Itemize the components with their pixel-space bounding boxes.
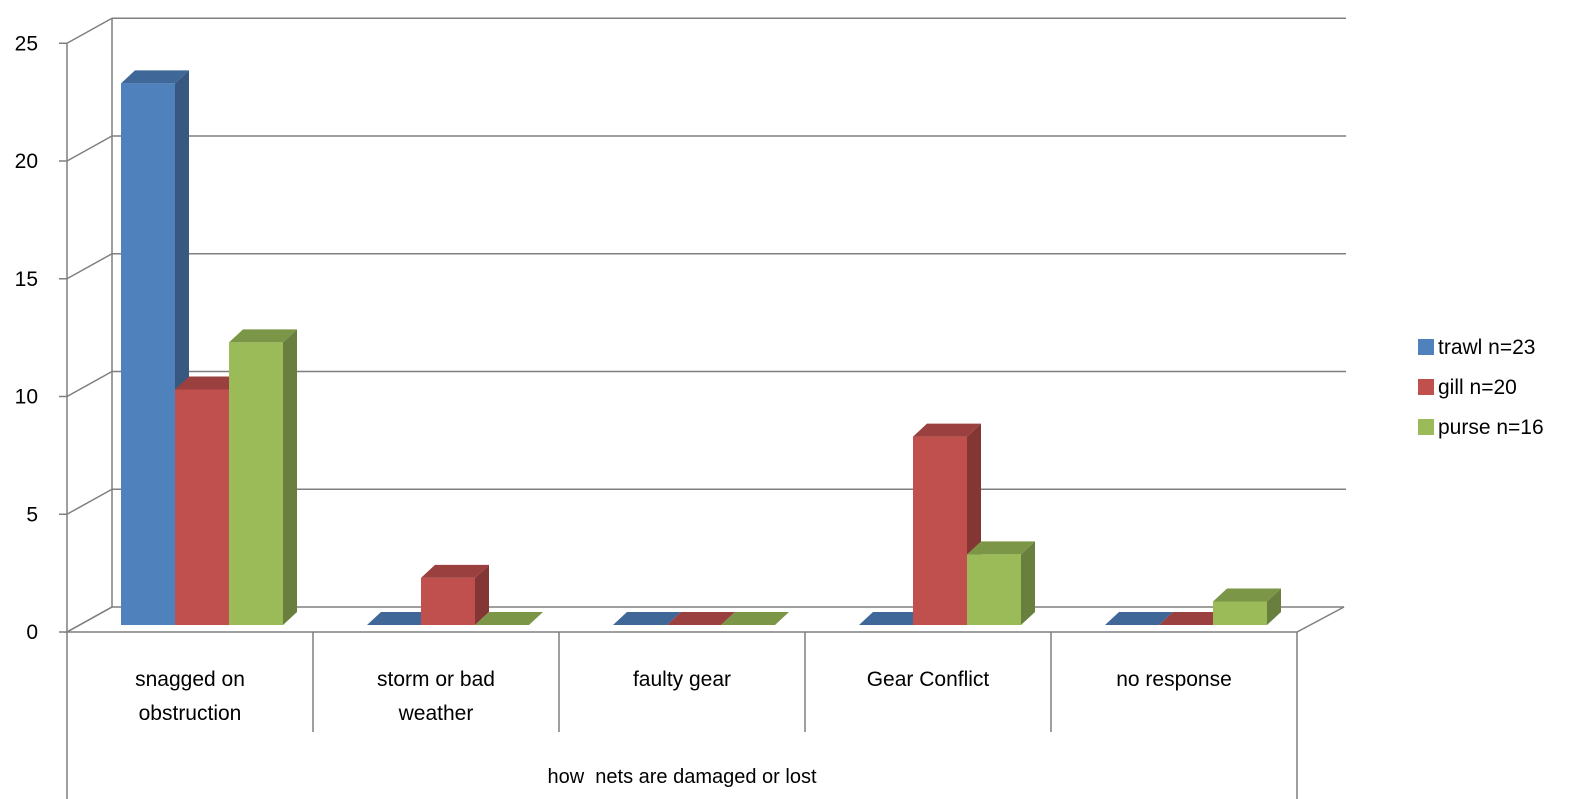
legend-swatch: [1418, 339, 1434, 355]
bar-gill-n-20-no-response: [1159, 612, 1227, 625]
category-label-no-response: no response: [1116, 668, 1232, 691]
bar-front-face: [913, 436, 967, 625]
bar-top-face: [613, 612, 681, 625]
bar-top-face: [475, 612, 543, 625]
bar-top-face: [1213, 588, 1281, 602]
bar-purse-n-16-no-response: [1213, 588, 1281, 625]
side-wall-gridline: [66, 135, 113, 162]
bar-top-face: [421, 564, 489, 578]
bar-purse-n-16-snagged-on-obstruction: [229, 329, 297, 625]
bar-gill-n-20-gear-conflict: [913, 423, 981, 625]
bar-purse-n-16-faulty-gear: [721, 612, 789, 625]
category-label-line: snagged on: [135, 668, 245, 691]
legend: trawl n=23 gill n=20 purse n=16: [1418, 336, 1544, 439]
bar-top-face: [721, 612, 789, 625]
bar-trawl-n-23-faulty-gear: [613, 612, 681, 625]
legend-label: purse n=16: [1438, 416, 1544, 439]
bar-side-face: [1267, 588, 1281, 625]
side-wall-gridline: [66, 488, 113, 515]
category-label-storm-or-bad-weather: storm or bad weather: [377, 668, 495, 725]
side-wall-gridline: [66, 370, 113, 398]
bar-top-face: [121, 70, 189, 84]
bar-gill-n-20-storm-or-bad-weather: [421, 564, 489, 625]
side-wall-gridline: [66, 253, 113, 280]
category-label-line: faulty gear: [633, 668, 731, 691]
y-tick-label: 5: [26, 503, 38, 526]
x-axis-table: [66, 632, 1298, 799]
category-labels: snagged on obstruction storm or bad weather…: [135, 668, 1232, 725]
category-label-line: storm or bad: [377, 668, 495, 691]
legend-label: trawl n=23: [1438, 336, 1535, 359]
bar-top-face: [967, 541, 1035, 555]
bar-purse-n-16-gear-conflict: [967, 541, 1035, 625]
y-tick-label: 20: [15, 150, 38, 173]
bar-top-face: [229, 329, 297, 343]
bar-trawl-n-23-storm-or-bad-weather: [367, 612, 435, 625]
category-label-snagged-on-obstruction: snagged on obstruction: [135, 668, 245, 725]
bar-front-face: [1213, 601, 1267, 625]
bar-top-face: [667, 612, 735, 625]
bar-side-face: [475, 564, 489, 625]
y-tick-label: 25: [15, 32, 38, 55]
y-tick-label: 0: [26, 621, 38, 644]
bar-layer: [121, 70, 1281, 626]
bar-top-face: [1159, 612, 1227, 625]
legend-swatch: [1418, 379, 1434, 395]
bar-side-face: [1021, 541, 1035, 625]
bar-front-face: [967, 554, 1021, 625]
bar-top-face: [1105, 612, 1173, 625]
y-tick-label: 15: [15, 268, 38, 291]
side-wall-gridline: [66, 17, 113, 44]
category-label-line: no response: [1116, 668, 1232, 691]
bar-front-face: [121, 83, 175, 626]
category-label-gear-conflict: Gear Conflict: [867, 668, 990, 691]
bar-front-face: [229, 342, 283, 625]
bar-top-face: [913, 423, 981, 437]
grid-layer: [59, 17, 1346, 633]
bar-top-face: [367, 612, 435, 625]
category-label-line: Gear Conflict: [867, 668, 990, 691]
legend-item-trawl-n-23: trawl n=23: [1418, 336, 1535, 359]
bar-trawl-n-23-no-response: [1105, 612, 1173, 625]
bar-purse-n-16-storm-or-bad-weather: [475, 612, 543, 625]
bar-trawl-n-23-gear-conflict: [859, 612, 927, 625]
category-label-line: weather: [398, 702, 474, 725]
y-tick-label: 10: [15, 386, 38, 409]
y-axis-tick-labels: 0 5 10 15 20 25: [15, 32, 38, 644]
bar-top-face: [175, 376, 243, 390]
x-axis-title: how nets are damaged or lost: [547, 766, 816, 788]
legend-label: gill n=20: [1438, 376, 1517, 399]
bar-front-face: [175, 389, 229, 625]
legend-item-gill-n-20: gill n=20: [1418, 376, 1517, 399]
legend-item-purse-n-16: purse n=16: [1418, 416, 1544, 439]
bar-side-face: [283, 329, 297, 625]
category-label-line: obstruction: [139, 702, 242, 725]
floor: [64, 606, 1345, 633]
legend-swatch: [1418, 419, 1434, 435]
bar-front-face: [421, 577, 475, 625]
category-label-faulty-gear: faulty gear: [633, 668, 731, 691]
bar-gill-n-20-faulty-gear: [667, 612, 735, 625]
bar-top-face: [859, 612, 927, 625]
